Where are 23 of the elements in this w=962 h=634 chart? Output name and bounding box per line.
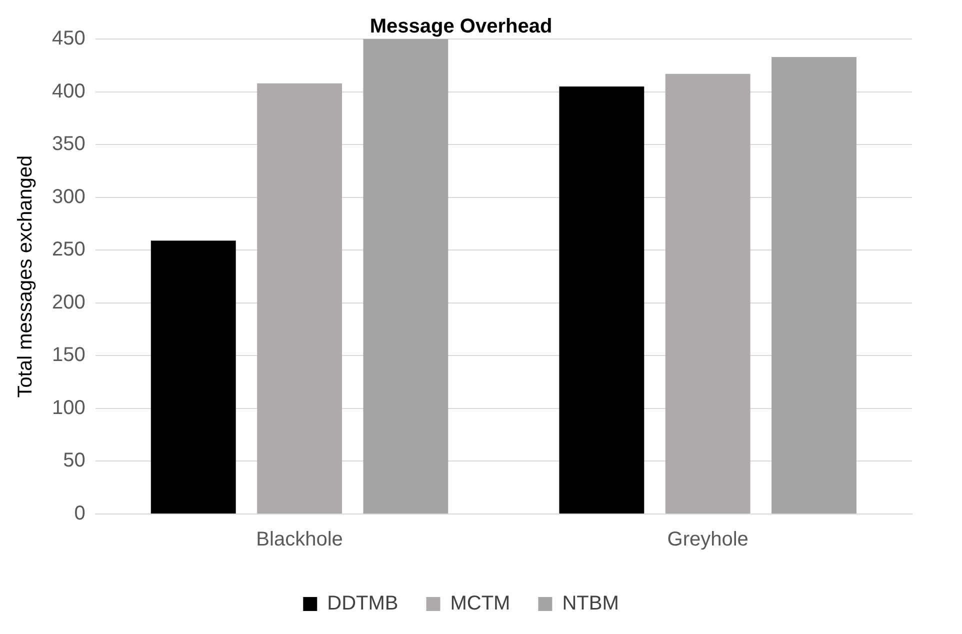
y-tick-label: 300 xyxy=(52,186,86,208)
y-tick-label: 350 xyxy=(52,133,86,156)
y-tick-label: 200 xyxy=(52,291,86,314)
bar xyxy=(363,39,448,514)
x-tick-label: Greyhole xyxy=(667,528,748,551)
y-tick-label: 50 xyxy=(63,450,86,472)
bar xyxy=(559,86,644,514)
y-axis-title: Total messages exchanged xyxy=(14,155,37,398)
bar xyxy=(150,240,236,514)
x-tick-label: Blackhole xyxy=(256,528,343,551)
bar xyxy=(665,74,750,514)
bar xyxy=(257,83,342,514)
legend-label: NTBM xyxy=(562,592,619,615)
y-tick-label: 0 xyxy=(74,502,86,525)
chart-title: Message Overhead xyxy=(370,16,552,38)
y-tick-label: 100 xyxy=(52,396,86,419)
y-tick-label: 250 xyxy=(52,238,86,261)
y-tick-label: 150 xyxy=(52,344,86,366)
y-tick-label: 400 xyxy=(52,80,86,102)
legend-label: MCTM xyxy=(450,592,510,615)
legend-label: DDTMB xyxy=(327,592,398,615)
bar xyxy=(772,56,856,514)
y-tick-label: 450 xyxy=(52,28,86,50)
